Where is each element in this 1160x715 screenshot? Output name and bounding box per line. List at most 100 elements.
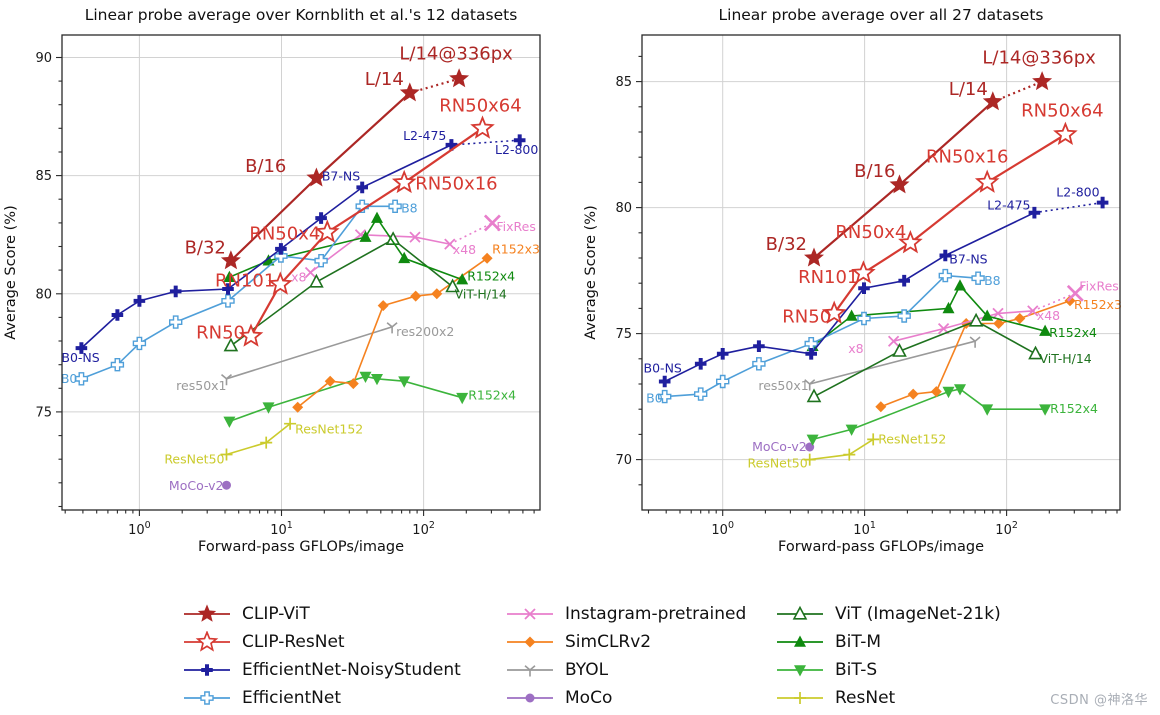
legend-item-byol: BYOL <box>505 657 746 683</box>
x-axis-label: Forward-pass GFLOPs/image <box>778 539 984 555</box>
y-tick-label: 70 <box>615 453 632 468</box>
annotation-label: RN50x64 <box>439 95 521 116</box>
effnet-legend-marker <box>184 691 230 705</box>
clip_resnet-legend-marker <box>184 631 230 652</box>
chart-title: Linear probe average over all 27 dataset… <box>719 6 1044 24</box>
annotation-label: RN50x16 <box>926 146 1008 167</box>
series-byol <box>220 322 398 386</box>
plus_open-marker <box>388 199 402 214</box>
legend-item-clip_vit: CLIP-ViT <box>182 601 461 627</box>
legend-item-effnet_ns: EfficientNet-NoisyStudent <box>182 657 461 683</box>
annotation-label: B/16 <box>854 161 895 182</box>
plus_open-marker <box>314 254 328 268</box>
x-marker <box>304 266 317 279</box>
plus_filled-marker <box>445 139 458 151</box>
plus_thin-marker <box>794 692 806 704</box>
annotation-label: R152x3 <box>492 241 540 256</box>
tri_down_filled-marker <box>456 392 469 405</box>
legend-column-0: CLIP-ViT CLIP-ResNet EfficientNet-NoisyStu… <box>182 601 461 711</box>
annotation-label: res200x2 <box>396 324 454 339</box>
annotation-label: x48 <box>453 242 476 257</box>
plus_thin-marker <box>284 417 297 430</box>
diamond-marker <box>347 378 359 390</box>
y-tick-label: 85 <box>615 75 632 90</box>
annotation-label: B0 <box>646 391 663 406</box>
plus_filled-marker <box>858 282 870 294</box>
annotation-label: L/14@336px <box>982 48 1096 69</box>
instagram-legend-marker <box>507 608 553 620</box>
byol-marker <box>220 373 233 386</box>
legend-item-simclr: SimCLRv2 <box>505 629 746 655</box>
tick-labels: 100 101 102 75 80 85 90 <box>35 51 434 538</box>
series-effnet <box>657 268 985 404</box>
star_open-marker <box>195 631 219 652</box>
star_open-marker <box>268 271 293 295</box>
plus_filled-marker <box>133 295 146 307</box>
series-resnet <box>220 417 297 461</box>
annotation-label: RN50x64 <box>1021 101 1103 122</box>
diamond-marker <box>907 388 919 400</box>
plus_filled-marker <box>694 358 707 370</box>
x-marker <box>409 231 421 243</box>
triangle_filled-marker <box>942 301 955 314</box>
triangle_open-marker <box>309 273 324 288</box>
annotation-label: RN50 <box>782 306 831 327</box>
legend-item-vit21k: ViT (ImageNet-21k) <box>775 601 1001 627</box>
annotation-label: L/14 <box>949 79 988 100</box>
annotation-label: L2-475 <box>403 128 446 143</box>
plus_open-marker <box>110 358 125 372</box>
bit_m-legend-marker <box>777 635 823 647</box>
diamond-marker <box>875 401 887 413</box>
series-resnet <box>803 433 880 466</box>
legend-item-instagram: Instagram-pretrained <box>505 601 746 627</box>
series-byol <box>804 336 981 391</box>
star_filled-marker <box>889 174 910 194</box>
x-marker <box>1066 284 1084 302</box>
circle-marker <box>525 693 535 703</box>
annotation-label: ResNet152 <box>295 422 363 437</box>
legend-column-1: Instagram-pretrained SimCLRv2 BYOL MoCo <box>505 601 746 711</box>
star_filled-marker <box>804 247 824 267</box>
x-tick-label: 102 <box>412 520 435 538</box>
star_open-marker <box>315 219 340 243</box>
legend-column-2: ViT (ImageNet-21k) BiT-M BiT-S ResNet <box>775 601 1001 711</box>
y-tick-label: 90 <box>35 51 52 66</box>
annotation-label: B7-NS <box>322 168 360 183</box>
tick-labels: 100 101 102 70 75 80 85 <box>615 75 1017 538</box>
annotation-label: L2-475 <box>987 198 1030 213</box>
x-marker <box>444 238 456 250</box>
plus_filled-marker <box>939 249 952 262</box>
triangle_open-marker <box>792 605 808 620</box>
legend-label: CLIP-ResNet <box>242 632 345 652</box>
x-tick-label: 100 <box>128 520 151 538</box>
annotation-label: B/16 <box>245 156 286 177</box>
annotation-label: R152x4 <box>468 388 516 403</box>
tri_down_filled-marker <box>845 424 858 436</box>
tri_down_filled-marker <box>954 384 966 396</box>
circle-marker <box>222 480 231 490</box>
plus_filled-marker <box>315 212 327 224</box>
y-tick-label: 80 <box>615 201 632 216</box>
plus_filled-marker <box>201 664 213 676</box>
legend-item-clip_resnet: CLIP-ResNet <box>182 629 461 655</box>
plus_filled-marker <box>1028 206 1041 219</box>
annotation-label: ViT-H/14 <box>455 287 507 302</box>
x-axis-label: Forward-pass GFLOPs/image <box>198 539 404 555</box>
x-tick-label: 101 <box>270 520 293 538</box>
annotation-label: L2-800 <box>1056 185 1099 200</box>
triangle_filled-marker <box>398 251 411 264</box>
triangle_open-marker <box>1028 345 1043 360</box>
plot-frame <box>641 34 1121 511</box>
byol-marker <box>969 336 981 348</box>
byol-marker <box>524 665 536 677</box>
triangle_filled-marker <box>845 309 858 321</box>
legend-label: Instagram-pretrained <box>565 604 747 624</box>
triangle_filled-marker <box>371 211 383 223</box>
star_open-marker <box>821 300 847 324</box>
diamond-marker <box>930 386 942 398</box>
series-clip_resnet <box>238 115 495 347</box>
annotation-label: MoCo-v2 <box>752 439 807 454</box>
plus_open-marker <box>657 389 672 404</box>
y-axis-label: Average Score (%) <box>3 205 19 339</box>
